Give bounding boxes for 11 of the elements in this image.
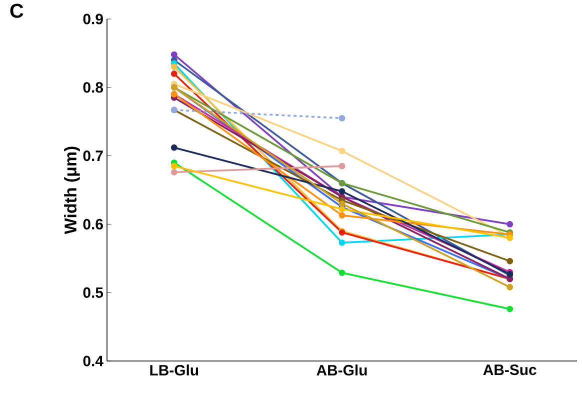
x-tick-label: LB-Glu	[150, 364, 198, 376]
y-tick-label: 0.7	[83, 150, 103, 162]
y-tick-label: 0.4	[83, 356, 104, 366]
y-axis-title: Width (μm)	[64, 146, 80, 234]
x-tick-label: AB-Suc	[483, 364, 536, 376]
y-tick-label: 0.9	[83, 14, 103, 24]
y-tick-label: 0.5	[83, 287, 104, 298]
y-tick-label: 0.6	[83, 218, 103, 230]
y-tick-label: 0.8	[83, 82, 104, 93]
text: C	[10, 4, 24, 18]
x-tick-label: AB-Glu	[316, 364, 367, 376]
